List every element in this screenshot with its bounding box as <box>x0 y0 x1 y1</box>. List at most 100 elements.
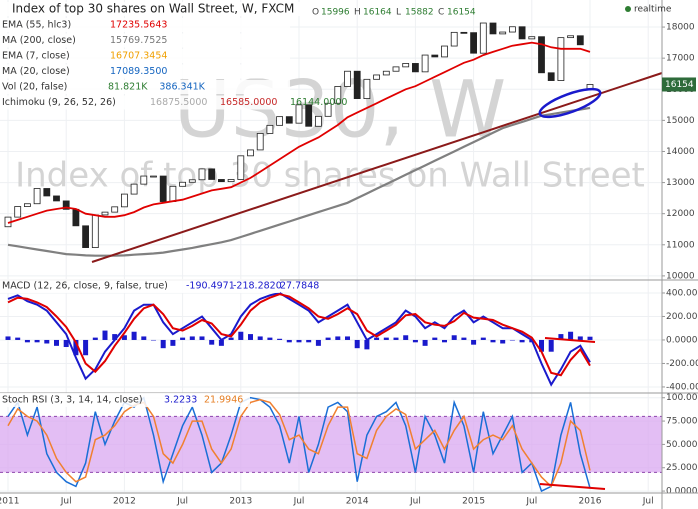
histogram-bar <box>364 339 370 350</box>
legend-bg <box>0 33 290 48</box>
candle <box>53 195 60 202</box>
histogram-bar <box>548 339 554 352</box>
histogram-bar <box>568 331 574 340</box>
legend: 16154 Index of top 30 shares on Wall Stre… <box>0 2 696 407</box>
macd-readout: -190.4971 <box>186 281 235 292</box>
ohlc-key: O <box>312 8 319 18</box>
chart-title: Index of top 30 shares on Wall Street, W… <box>12 2 294 16</box>
histogram-bar <box>73 339 79 356</box>
legend-bg <box>0 95 290 110</box>
indicator-value: 81.821K <box>108 82 148 93</box>
candle <box>101 211 109 216</box>
histogram-bar <box>558 334 564 340</box>
x-tick-label: 2012 <box>113 497 136 507</box>
histogram-bar <box>228 337 234 340</box>
histogram-bar <box>199 336 205 340</box>
candle <box>334 86 342 104</box>
y-tick-label: 0.0000 <box>666 487 698 497</box>
highlight-ellipse <box>538 87 602 119</box>
histogram-bar <box>121 335 127 340</box>
y-tick-label: 100.0000 <box>666 393 698 403</box>
histogram-bar <box>403 335 409 340</box>
x-tick-label: Jul <box>409 497 421 507</box>
histogram-bar <box>131 331 137 340</box>
histogram-bar <box>44 339 50 344</box>
histogram-bar <box>587 336 593 340</box>
candle <box>43 188 51 197</box>
ohlc-value: 15882 <box>405 8 434 18</box>
candle <box>567 35 574 39</box>
candle <box>344 70 351 87</box>
histogram-bar <box>15 337 21 340</box>
candle <box>169 185 177 202</box>
candle <box>33 188 41 205</box>
ma-line <box>7 106 591 257</box>
histogram-bar <box>306 339 312 343</box>
candle <box>489 22 497 35</box>
histogram-bar <box>257 336 263 340</box>
histogram-bar <box>296 339 302 343</box>
candle <box>460 31 468 34</box>
candle <box>150 175 157 178</box>
legend-bg <box>0 393 250 407</box>
candle <box>247 149 254 157</box>
candle <box>547 72 555 81</box>
histogram-bar <box>354 339 360 349</box>
ohlc-value: 16154 <box>447 8 476 18</box>
candle <box>23 203 31 207</box>
ohlc-value: 15996 <box>321 8 350 18</box>
y-tick-label: 14000 <box>666 147 695 157</box>
candle <box>373 74 381 80</box>
histogram-bar <box>102 330 108 340</box>
candle <box>276 116 284 126</box>
x-tick-label: 2016 <box>579 497 602 507</box>
divergence-line <box>539 483 606 490</box>
histogram-bar <box>170 339 176 346</box>
histogram-bar <box>335 336 341 340</box>
y-tick-label: 17000 <box>666 54 695 64</box>
x-tick-label: 2011 <box>0 497 19 507</box>
histogram-bar <box>442 339 447 343</box>
y-tick-label: 10000 <box>666 271 695 281</box>
candle <box>450 31 458 47</box>
indicator-value: 16707.3454 <box>110 51 167 62</box>
legend-bg <box>0 2 300 16</box>
candle <box>121 193 128 208</box>
candle <box>266 124 274 134</box>
histogram-bar <box>238 331 244 340</box>
ohlc-value: 16164 <box>363 8 392 18</box>
histogram-bar <box>112 334 118 340</box>
y-tick-label: 25.0000 <box>666 463 698 473</box>
candle <box>208 168 216 180</box>
price-label: 16154 <box>665 80 694 90</box>
histogram-bar <box>83 339 89 356</box>
y-tick-label: 50.0000 <box>666 440 698 450</box>
candle <box>421 54 429 73</box>
legend-bg <box>0 80 290 94</box>
candle <box>237 155 245 180</box>
x-tick-label: Jul <box>525 497 537 507</box>
histogram-bar <box>509 339 515 341</box>
candle <box>538 36 545 74</box>
histogram-bar <box>432 337 438 340</box>
y-tick-label: 200.0000 <box>666 312 698 322</box>
candle <box>392 66 400 72</box>
candle <box>576 35 584 46</box>
macd-readout: -218.2820 <box>233 281 282 292</box>
indicator-name: MA (200, close) <box>2 35 76 46</box>
y-tick-label: -200.0000 <box>666 359 698 369</box>
indicator-value: 16875.5000 <box>150 97 207 108</box>
ohlc-key: L <box>396 8 401 18</box>
candle <box>441 45 448 58</box>
y-tick-label: 13000 <box>666 178 695 188</box>
y-tick-label: 75.0000 <box>666 417 698 427</box>
candle <box>285 116 293 124</box>
histogram-bar <box>315 339 321 346</box>
price-label-box <box>662 77 696 92</box>
ohlc-key: C <box>438 8 444 18</box>
histogram-bar <box>34 339 40 343</box>
macd-title: MACD (12, 26, close, 9, false, true) <box>2 281 168 292</box>
candle <box>14 206 22 218</box>
candle <box>353 70 361 99</box>
